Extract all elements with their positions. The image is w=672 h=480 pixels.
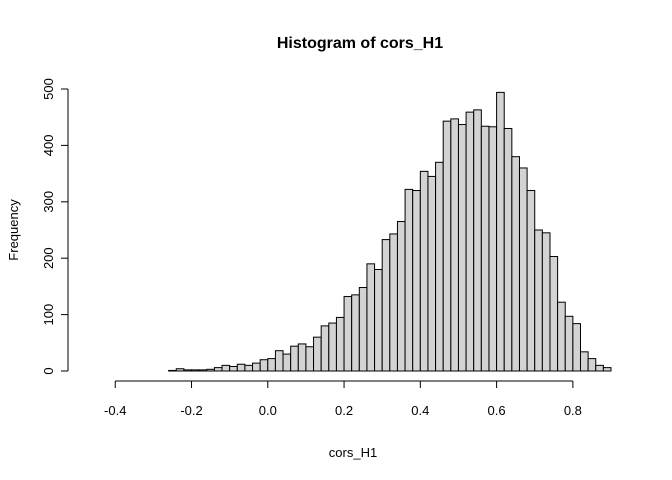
- x-tick-label: 0.2: [335, 403, 353, 418]
- bar: [450, 118, 459, 372]
- bar: [572, 323, 581, 372]
- bar: [267, 358, 276, 372]
- x-tick-label: -0.2: [180, 403, 202, 418]
- bar: [541, 232, 551, 372]
- bar: [313, 336, 322, 372]
- x-axis-label: cors_H1: [329, 445, 377, 460]
- bar: [191, 369, 200, 372]
- x-tick-label: 0.8: [564, 403, 582, 418]
- bar: [168, 369, 177, 372]
- bar: [412, 190, 421, 372]
- bar: [579, 351, 589, 372]
- x-tick-label: -0.4: [104, 403, 126, 418]
- bar: [252, 362, 261, 372]
- bar: [183, 369, 193, 372]
- bar: [602, 367, 612, 372]
- bar: [480, 125, 490, 372]
- bar: [259, 359, 269, 372]
- bar: [404, 188, 414, 372]
- bar: [282, 353, 292, 372]
- bar: [564, 315, 574, 372]
- bar: [457, 124, 467, 372]
- bar: [358, 287, 368, 372]
- y-tick-label: 400: [41, 135, 56, 157]
- bar: [213, 367, 223, 372]
- x-tick-label: 0.6: [488, 403, 506, 418]
- bar: [435, 161, 444, 372]
- bar: [549, 256, 559, 372]
- bar: [328, 322, 337, 372]
- bar: [274, 350, 284, 372]
- bar: [534, 229, 543, 372]
- bar: [427, 175, 437, 372]
- bar: [518, 167, 528, 372]
- bar: [351, 294, 360, 372]
- y-tick-label: 500: [41, 78, 56, 100]
- bar: [305, 346, 315, 372]
- bar: [595, 364, 604, 372]
- bar: [366, 263, 376, 372]
- y-tick-label: 200: [41, 247, 56, 269]
- x-tick-label: 0.0: [259, 403, 277, 418]
- bar: [198, 369, 208, 372]
- bar: [587, 358, 597, 372]
- bar: [488, 126, 498, 372]
- x-tick-label: 0.4: [411, 403, 429, 418]
- bar: [419, 170, 429, 372]
- bar: [175, 368, 185, 372]
- bar: [511, 156, 520, 372]
- y-tick-label: 300: [41, 191, 56, 213]
- bar: [221, 364, 231, 372]
- bar: [343, 296, 353, 372]
- bar: [335, 316, 345, 372]
- y-tick-label: 100: [41, 304, 56, 326]
- bar: [374, 268, 383, 372]
- bar: [503, 127, 513, 372]
- bar: [465, 111, 475, 372]
- y-tick-label: 0: [41, 367, 56, 374]
- bar: [381, 239, 391, 372]
- bar: [473, 109, 482, 372]
- y-axis-label: Frequency: [6, 199, 21, 261]
- bar: [297, 343, 307, 372]
- bar: [236, 363, 246, 372]
- bar: [244, 364, 254, 372]
- bar: [396, 221, 406, 372]
- bar: [442, 120, 452, 372]
- chart-title: Histogram of cors_H1: [277, 35, 443, 52]
- bar: [526, 190, 536, 372]
- bar: [496, 91, 505, 372]
- bar: [290, 345, 299, 372]
- bar: [206, 368, 215, 372]
- bar: [557, 301, 566, 372]
- bar: [389, 233, 398, 372]
- bar: [229, 365, 238, 372]
- bar: [320, 325, 330, 372]
